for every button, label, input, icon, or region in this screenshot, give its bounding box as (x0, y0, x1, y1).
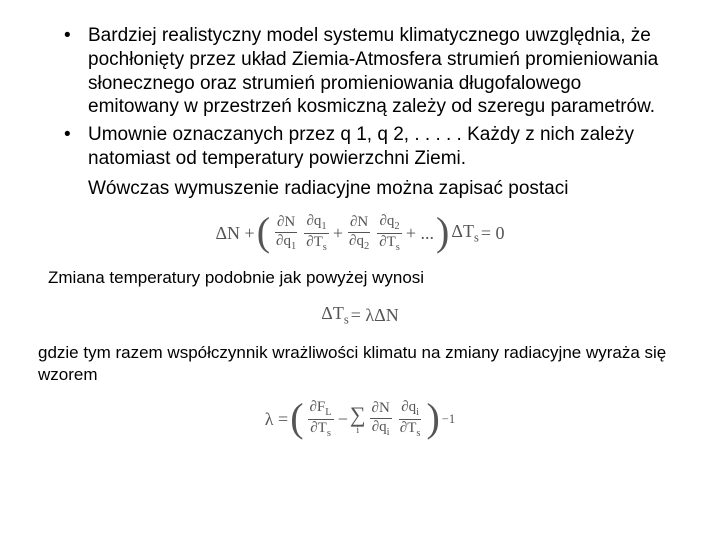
s: s (396, 242, 400, 253)
t: ∂q (372, 419, 387, 435)
s: 1 (321, 221, 326, 232)
t: ∂F (310, 399, 326, 415)
frac-den: ∂Ts (377, 234, 402, 253)
t: ∂q (276, 233, 291, 249)
frac-num: ∂qi (399, 400, 421, 420)
paragraph-end: gdzie tym razem współczynnik wrażliwości… (38, 342, 672, 386)
t: ∂T (400, 420, 417, 436)
fraction: ∂qi ∂Ts (398, 400, 423, 439)
fraction: ∂N ∂qi (370, 401, 392, 438)
bullet-list: Bardziej realistyczny model systemu klim… (64, 24, 672, 171)
exponent: −1 (442, 412, 455, 427)
frac-den: ∂Ts (304, 234, 329, 253)
paragraph-lead: Wówczas wymuszenie radiacyjne można zapi… (88, 177, 672, 201)
t: ∂q (379, 213, 394, 229)
fraction: ∂q2 ∂Ts (377, 214, 402, 253)
sum-symbol: ∑ i (350, 403, 366, 436)
s: s (416, 428, 420, 439)
s: s (323, 242, 327, 253)
eq-text: ΔN + (215, 223, 254, 244)
s: 1 (291, 241, 296, 252)
frac-num: ∂FL (308, 400, 334, 420)
fraction: ∂N ∂q1 (274, 215, 298, 252)
s: i (416, 407, 419, 418)
frac-den: ∂Ts (308, 420, 333, 439)
frac-num: ∂N (275, 215, 297, 233)
equation-2: ΔTs = λΔN (28, 303, 692, 328)
t: ∂T (379, 234, 396, 250)
frac-den: ∂q1 (274, 233, 298, 252)
sum-lower: i (356, 426, 359, 436)
eq-text: + ... (406, 223, 434, 244)
fraction: ∂FL ∂Ts (308, 400, 334, 439)
equation-3: λ = ( ∂FL ∂Ts − ∑ i ∂N ∂qi ∂qi ∂Ts ) −1 (28, 400, 692, 439)
frac-den: ∂Ts (398, 420, 423, 439)
frac-num: ∂q2 (377, 214, 401, 234)
eq-text: λ = (265, 409, 288, 430)
t: ΔT (321, 303, 344, 323)
frac-den: ∂qi (370, 419, 392, 438)
eq-text: + (333, 223, 343, 244)
s: i (387, 427, 390, 438)
s: s (344, 313, 349, 327)
eq-text: = λΔN (351, 305, 399, 326)
t: ∂T (310, 420, 327, 436)
t: ∂q (306, 213, 321, 229)
equation-1: ΔN + ( ∂N ∂q1 ∂q1 ∂Ts + ∂N ∂q2 ∂q2 ∂Ts +… (28, 214, 692, 253)
eq-text: ΔTs (451, 221, 478, 246)
s: L (325, 407, 331, 418)
paren-close: ) (426, 402, 439, 434)
eq-text: = 0 (481, 223, 505, 244)
frac-num: ∂N (370, 401, 392, 419)
t: ∂q (401, 399, 416, 415)
t: ∂T (306, 234, 323, 250)
bullet-item: Bardziej realistyczny model systemu klim… (64, 24, 672, 119)
fraction: ∂q1 ∂Ts (304, 214, 329, 253)
s: s (474, 231, 479, 245)
frac-num: ∂N (348, 215, 370, 233)
paren-close: ) (436, 216, 449, 248)
frac-den: ∂q2 (347, 233, 371, 252)
s: s (327, 428, 331, 439)
paragraph-mid: Zmiana temperatury podobnie jak powyżej … (48, 267, 672, 289)
s: 2 (394, 221, 399, 232)
bullet-item: Umownie oznaczanych przez q 1, q 2, . . … (64, 123, 672, 171)
fraction: ∂N ∂q2 (347, 215, 371, 252)
eq-text: ΔTs (321, 303, 348, 328)
t: ΔT (451, 221, 474, 241)
t: ∂q (349, 233, 364, 249)
s: 2 (364, 241, 369, 252)
paren-open: ( (257, 216, 270, 248)
paren-open: ( (290, 402, 303, 434)
frac-num: ∂q1 (304, 214, 328, 234)
eq-text: − (338, 409, 348, 430)
